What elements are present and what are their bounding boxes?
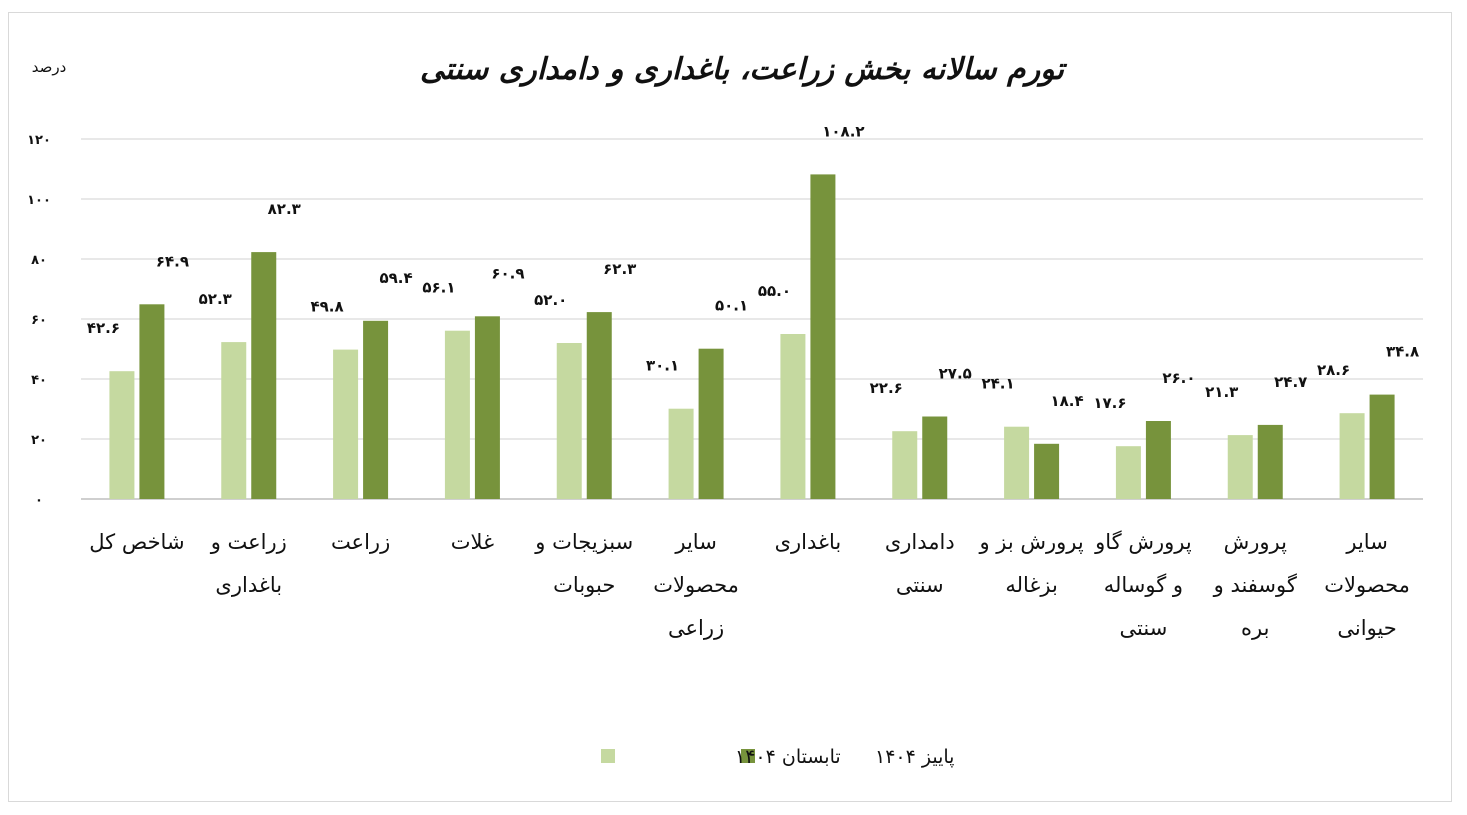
y-tick-label: ۱۲۰ [27,133,51,148]
bar [698,348,724,499]
bar [363,320,389,499]
category-label: زراعی [668,616,724,640]
data-label: ۲۴.۷ [1274,373,1307,391]
bar [892,431,918,499]
legend-swatch [601,749,615,763]
y-tick-label: ۶۰ [31,313,47,328]
category-label: بزغاله [1005,573,1057,597]
bar [139,304,165,499]
category-label: حیوانی [1337,616,1396,640]
bar [1034,443,1060,499]
legend-label: تابستان ۱۴۰۴ [735,746,841,768]
data-labels: ۴۲.۶ ۶۴.۹ ۵۲.۳ ۸۲.۳ ۴۹.۸ ۵۹.۴ ۵۶.۱ ۶۰.۹ ۵۲.۰ ۶۲.۳… [87,122,1419,412]
bar [109,371,135,499]
category-label: محصولات [1324,573,1410,597]
data-label: ۵۲.۰ [534,291,567,309]
bar [1115,446,1141,499]
data-label: ۸۲.۳ [268,200,301,218]
category-label: پرورش بز و [978,530,1083,554]
data-label: ۵۵.۰ [758,282,791,300]
data-label: ۱۸.۴ [1050,392,1083,410]
data-label: ۳۰.۱ [646,357,679,375]
category-label: سنتی [1120,616,1168,640]
data-label: ۲۶.۰ [1162,369,1195,387]
category-label: زراعت و [210,530,287,554]
category-label: و گوساله [1104,573,1183,597]
data-label: ۱۰۸.۲ [822,122,864,140]
chart-frame: تورم سالانه بخش زراعت، باغداری و دامداری… [8,12,1452,802]
data-label: ۵۰.۱ [715,297,748,315]
category-label: پرورش [1224,530,1288,554]
data-label: ۳۴.۸ [1386,343,1419,361]
bar [586,312,612,499]
legend-swatch [741,749,755,763]
category-label: بره [1241,616,1269,640]
category-label: محصولات [653,573,739,597]
y-axis-label: درصد [32,58,67,76]
category-label: باغداری [775,530,842,554]
bar [251,252,277,499]
bar [1369,394,1395,499]
data-label: ۵۲.۳ [199,290,232,308]
data-label: ۶۲.۳ [603,260,636,278]
category-label: سایر [674,530,716,554]
data-label: ۵۹.۴ [379,269,412,287]
bar [922,416,948,499]
bar [668,408,694,499]
category-label: شاخص کل [89,530,184,554]
category-label: گوسفند و [1213,573,1297,597]
data-label: ۲۷.۵ [939,365,972,383]
data-label: ۲۱.۳ [1205,383,1238,401]
data-label: ۲۸.۶ [1317,361,1350,379]
category-label: سایر [1345,530,1387,554]
bar [1227,435,1253,499]
bar-chart: تورم سالانه بخش زراعت، باغداری و دامداری… [27,52,1423,768]
category-label: غلات [451,530,494,554]
y-tick-label: ۰ [35,493,43,508]
legend-label: پاییز ۱۴۰۴ [875,746,954,768]
data-label: ۱۷.۶ [1093,394,1126,412]
data-label: ۶۰.۹ [491,264,524,282]
data-label: ۴۹.۸ [310,298,343,316]
y-axis-ticks: ۰ ۲۰ ۴۰ ۶۰ ۸۰ ۱۰۰ ۱۲۰ [27,133,51,508]
bar [1339,413,1365,499]
bar [810,174,836,499]
bar [1145,421,1171,499]
x-axis-categories: شاخص کل زراعت و باغداری زراعت غلات سبزیجات و ح… [89,530,1410,640]
legend: پاییز ۱۴۰۴ تابستان ۱۴۰۴ [601,746,954,768]
data-label: ۶۴.۹ [156,252,189,270]
bars [109,174,1395,499]
category-label: سبزیجات و [534,530,633,554]
category-label: پرورش گاو [1094,530,1192,554]
bar [1004,426,1030,499]
data-label: ۵۶.۱ [422,279,455,297]
bar [444,330,470,499]
category-label: سنتی [896,573,944,597]
bar [556,343,582,499]
category-label: حبوبات [553,573,615,597]
data-label: ۲۴.۱ [981,375,1014,393]
bar [1257,424,1283,499]
bar [780,334,806,499]
bar [474,316,500,499]
data-label: ۴۲.۶ [87,319,120,337]
y-tick-label: ۲۰ [31,433,47,448]
y-tick-label: ۸۰ [31,253,47,268]
y-tick-label: ۱۰۰ [27,193,51,208]
data-label: ۲۲.۶ [870,379,903,397]
category-label: دامداری [885,530,955,554]
y-tick-label: ۴۰ [31,373,47,388]
category-label: باغداری [215,573,282,597]
bar [221,342,247,499]
chart-title: تورم سالانه بخش زراعت، باغداری و دامداری… [420,52,1068,87]
bar [333,349,359,499]
category-label: زراعت [331,530,390,554]
gridlines [81,138,1423,500]
